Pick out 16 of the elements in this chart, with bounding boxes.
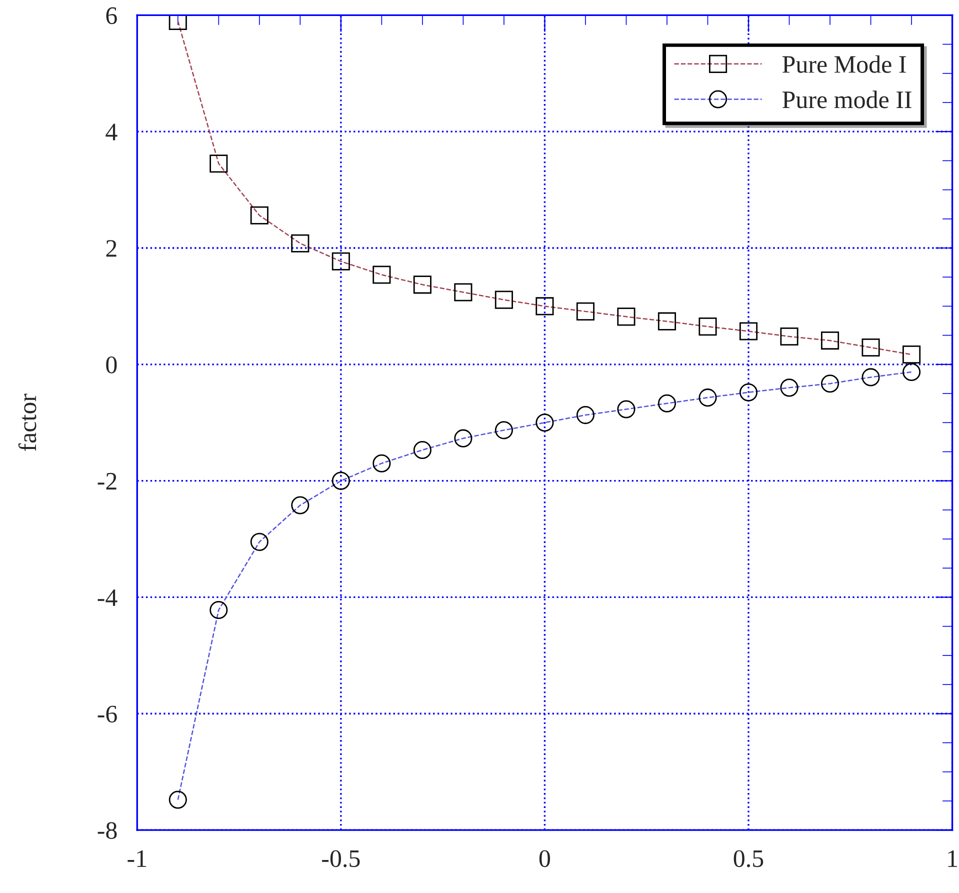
x-tick-label: 1 xyxy=(948,850,958,867)
y-axis-title: factor xyxy=(18,394,36,451)
x-tick-label: -1 xyxy=(128,850,146,867)
x-tick-label: 0 xyxy=(539,850,550,868)
x-tick-label: -0.5 xyxy=(322,850,360,868)
y-tick-label: 0 xyxy=(106,356,117,374)
y-tick-label: -4 xyxy=(98,589,118,606)
y-tick-label: 2 xyxy=(106,240,116,257)
legend-label: Pure Mode I xyxy=(782,55,906,73)
y-tick-label: -2 xyxy=(98,472,116,490)
y-tick-label: -8 xyxy=(98,822,117,839)
y-tick-label: 4 xyxy=(106,124,118,140)
legend-label: Pure mode II xyxy=(782,90,912,108)
x-tick-label: 0.5 xyxy=(734,850,764,868)
y-tick-label: 6 xyxy=(106,7,117,24)
y-tick-label: -6 xyxy=(98,706,117,723)
